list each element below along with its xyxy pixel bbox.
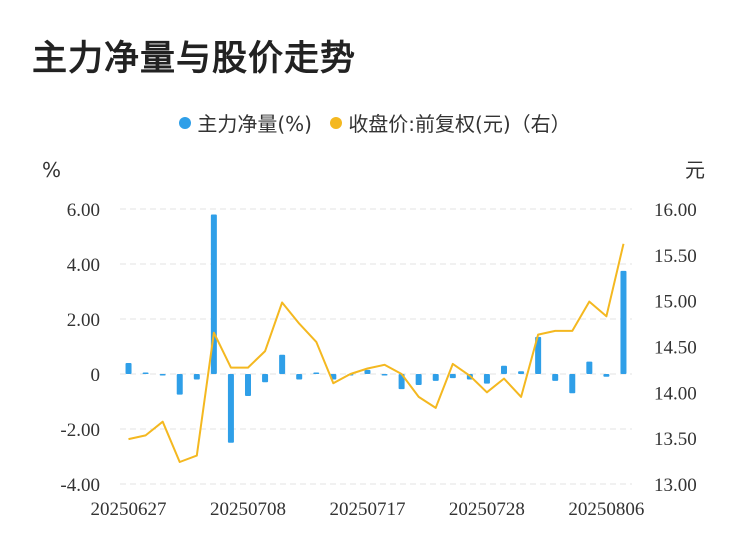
bar (296, 374, 303, 380)
bar (620, 270, 627, 374)
bar (449, 374, 456, 379)
right-tick-label: 14.00 (654, 383, 697, 404)
bar (552, 374, 559, 381)
x-tick-label: 20250728 (449, 499, 525, 520)
x-tick-label: 20250717 (329, 499, 405, 520)
price-line (128, 243, 625, 463)
left-tick-label: -4.00 (60, 475, 100, 496)
left-axis-ticks: 6.00 4.00 2.00 0 -2.00 -4.00 (60, 200, 100, 496)
bar (603, 374, 610, 377)
bar (279, 354, 286, 374)
bar (364, 369, 371, 374)
bar (381, 374, 388, 376)
bar (586, 361, 593, 374)
bar (142, 372, 149, 374)
right-tick-label: 14.50 (654, 338, 697, 359)
x-axis-ticks: 20250627 20250708 20250717 20250728 20250806 (91, 499, 645, 520)
bar (518, 371, 525, 374)
left-tick-label: 4.00 (67, 255, 100, 276)
line-series (128, 243, 625, 463)
legend-label-net-volume: 主力净量(%) (197, 112, 312, 136)
bar (535, 336, 542, 374)
grid-lines (120, 208, 632, 485)
chart-title: 主力净量与股价走势 (32, 39, 357, 79)
bar (432, 374, 439, 381)
left-tick-label: 6.00 (67, 200, 100, 221)
bar (125, 363, 132, 374)
left-tick-label: 0 (91, 365, 101, 386)
legend-label-close-price: 收盘价:前复权(元)（右） (348, 112, 571, 136)
legend-dot-net-volume (179, 116, 192, 129)
legend-item-close-price[interactable]: 收盘价:前复权(元)（右） (330, 108, 571, 137)
bar (313, 372, 320, 374)
bar (398, 374, 405, 390)
bar (227, 374, 234, 443)
right-tick-label: 13.50 (654, 429, 697, 450)
bar (176, 374, 183, 395)
bar (415, 374, 422, 385)
right-tick-label: 16.00 (654, 200, 697, 221)
bar-series (125, 214, 627, 443)
right-tick-label: 15.00 (654, 292, 697, 313)
bar (159, 374, 166, 376)
bar (193, 374, 200, 380)
legend-item-net-volume[interactable]: 主力净量(%) (179, 108, 312, 137)
bar (501, 365, 507, 374)
bar (262, 374, 269, 383)
left-tick-label: 2.00 (67, 310, 100, 331)
x-tick-label: 20250627 (91, 499, 167, 520)
right-tick-label: 15.50 (654, 246, 697, 267)
left-axis-unit: % (42, 158, 61, 182)
bar (483, 374, 490, 384)
legend-dot-close-price (330, 116, 343, 129)
bar (245, 374, 251, 396)
right-axis-ticks: 16.00 15.50 15.00 14.50 14.00 13.50 13.00 (654, 200, 697, 496)
bar (569, 374, 576, 394)
left-tick-label: -2.00 (60, 420, 100, 441)
right-axis-unit: 元 (685, 158, 705, 182)
x-tick-label: 20250806 (568, 499, 644, 520)
x-tick-label: 20250708 (210, 499, 286, 520)
right-tick-label: 13.00 (654, 475, 697, 496)
chart-legend: 主力净量(%) 收盘价:前复权(元)（右） (0, 108, 750, 137)
